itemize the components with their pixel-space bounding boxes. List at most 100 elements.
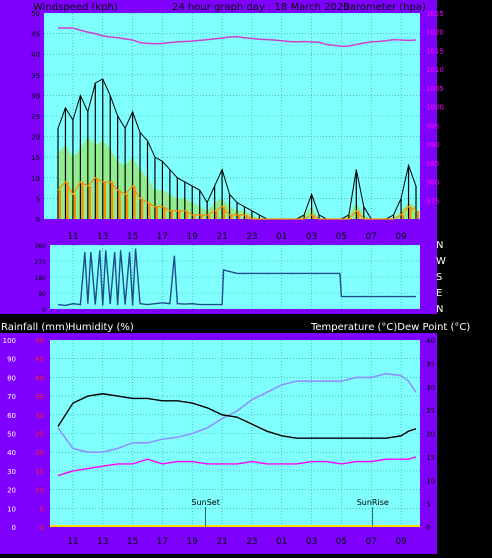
temp-x-tick-label: 01 <box>276 537 287 547</box>
header-barometer-label: Barometer (hpa) <box>343 2 426 13</box>
marker-label-sunset: SunSet <box>191 498 219 507</box>
temp-x-tick-label: 17 <box>157 537 168 547</box>
barometer-y-tick-label: 975 <box>426 197 439 205</box>
temperature-dewpoint-label: Temperature (°C)Dew Point (°C) <box>310 322 470 333</box>
wind-y-tick-label: 40 <box>31 51 40 59</box>
temp-x-tick-label: 05 <box>336 537 347 547</box>
temperature-y-tick-label: 15 <box>426 454 435 462</box>
rainfall-y-tick-label: 30 <box>35 412 44 420</box>
direction-label-n-top: N <box>436 240 443 251</box>
direction-y-tick-label: 0 <box>42 307 46 314</box>
wind-x-tick-label: 03 <box>306 232 317 242</box>
humidity-y-tick-label: 20 <box>7 487 16 495</box>
direction-label-n-bottom: N <box>436 304 443 315</box>
wind-average-line <box>57 177 417 220</box>
wind-x-tick-label: 17 <box>157 232 168 242</box>
wind-y-tick-label: 45 <box>31 31 40 39</box>
wind-x-tick-label: 01 <box>276 232 287 242</box>
wind-y-tick-label: 30 <box>31 92 40 100</box>
barometer-y-tick-label: 1025 <box>426 10 444 18</box>
temperature-y-tick-label: 25 <box>426 407 435 415</box>
humidity-y-tick-label: 30 <box>7 468 16 476</box>
wind-y-tick-label: 0 <box>36 216 40 224</box>
direction-y-tick-label: 360 <box>35 243 47 250</box>
wind-y-tick-label: 35 <box>31 72 40 80</box>
humidity-y-tick-label: 50 <box>7 431 16 439</box>
temperature-line <box>57 393 417 439</box>
humidity-y-tick-label: 0 <box>12 524 16 532</box>
temperature-y-tick-label: 35 <box>426 360 435 368</box>
temp-x-tick-label: 07 <box>366 537 377 547</box>
humidity-y-tick-label: 10 <box>7 505 16 513</box>
temp-x-tick-label: 23 <box>246 537 257 547</box>
temp-x-tick-label: 21 <box>216 537 227 547</box>
humidity-label: Humidity (%) <box>68 322 134 333</box>
barometer-y-tick-label: 995 <box>426 122 439 130</box>
wind-x-tick-label: 15 <box>127 232 138 242</box>
barometer-y-tick-label: 1010 <box>426 66 444 74</box>
wind-y-tick-label: 15 <box>31 154 40 162</box>
temp-x-tick-label: 09 <box>395 537 407 547</box>
humidity-y-tick-label: 100 <box>3 337 16 345</box>
humidity-y-tick-label: 80 <box>7 374 16 382</box>
rainfall-y-tick-label: 5 <box>40 505 44 513</box>
humidity-line <box>57 372 417 454</box>
barometer-y-tick-label: 1020 <box>426 29 444 37</box>
marker-label-sunrise: SunRise <box>357 498 389 507</box>
humidity-y-tick-label: 40 <box>7 449 16 457</box>
barometer-y-tick-label: 1000 <box>426 104 444 112</box>
rainfall-y-tick-label: 35 <box>35 393 44 401</box>
barometer-y-tick-label: 1005 <box>426 85 444 93</box>
barometer-y-tick-label: 1015 <box>426 47 444 55</box>
humidity-y-tick-label: 90 <box>7 356 16 364</box>
header-windspeed-label: Windspeed (kph) <box>33 2 118 13</box>
direction-label-w: W <box>436 256 446 267</box>
barometer-y-tick-label: 990 <box>426 141 439 149</box>
temp-x-tick-label: 15 <box>127 537 138 547</box>
wind-direction-line <box>57 248 416 307</box>
rainfall-label: Rainfall (mm) <box>1 322 69 333</box>
rainfall-y-tick-label: 0 <box>40 524 44 532</box>
wind-x-tick-label: 21 <box>216 232 227 242</box>
temperature-y-tick-label: 30 <box>426 384 435 392</box>
rainfall-y-tick-label: 40 <box>35 374 44 382</box>
temperature-y-tick-label: 5 <box>426 501 430 509</box>
rainfall-y-tick-label: 50 <box>35 337 44 345</box>
header-title: 24 hour graph day : 18 March 2020 <box>172 2 350 13</box>
temp-x-tick-label: 03 <box>306 537 317 547</box>
direction-y-tick-label: 90 <box>38 291 46 298</box>
wind-x-tick-label: 19 <box>187 232 199 242</box>
temperature-plot-area <box>50 340 420 527</box>
temperature-y-tick-label: 10 <box>426 477 435 485</box>
wind-x-tick-label: 13 <box>97 232 108 242</box>
barometer-y-tick-label: 980 <box>426 179 439 187</box>
barometer-line <box>58 27 417 48</box>
wind-y-tick-label: 5 <box>36 195 40 203</box>
direction-label-s: S <box>436 272 442 283</box>
temp-x-tick-label: 13 <box>97 537 108 547</box>
wind-y-tick-label: 20 <box>31 134 40 142</box>
wind-x-tick-label: 23 <box>246 232 257 242</box>
direction-y-tick-label: 270 <box>35 259 47 266</box>
temperature-y-tick-label: 20 <box>426 431 435 439</box>
wind-y-tick-label: 50 <box>31 10 40 18</box>
wind-y-tick-label: 25 <box>31 113 40 121</box>
wind-x-tick-label: 07 <box>366 232 377 242</box>
temperature-y-tick-label: 0 <box>426 524 430 532</box>
rainfall-y-tick-label: 15 <box>35 468 44 476</box>
wind-x-tick-label: 05 <box>336 232 347 242</box>
rainfall-y-tick-label: 25 <box>35 431 44 439</box>
wind-x-tick-label: 09 <box>395 232 407 242</box>
rainfall-y-tick-label: 10 <box>35 487 44 495</box>
wind-x-tick-label: 11 <box>67 232 78 242</box>
temp-x-tick-label: 19 <box>187 537 199 547</box>
direction-plot-area <box>50 245 420 309</box>
dew-point-line <box>57 456 417 477</box>
wind-y-tick-label: 10 <box>31 175 40 183</box>
humidity-y-tick-label: 60 <box>7 412 16 420</box>
temp-x-tick-label: 11 <box>67 537 78 547</box>
direction-label-e: E <box>436 288 442 299</box>
humidity-y-tick-label: 70 <box>7 393 16 401</box>
barometer-y-tick-label: 985 <box>426 160 439 168</box>
